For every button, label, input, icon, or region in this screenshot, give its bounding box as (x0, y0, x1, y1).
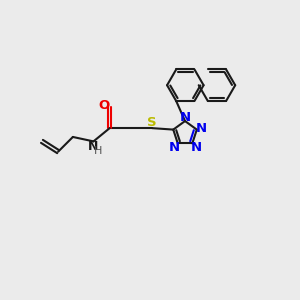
Text: N: N (168, 141, 179, 154)
Text: O: O (99, 99, 110, 112)
Text: S: S (147, 116, 157, 129)
Text: N: N (88, 140, 98, 153)
Text: H: H (94, 146, 102, 156)
Text: N: N (180, 111, 191, 124)
Text: N: N (196, 122, 207, 135)
Text: N: N (190, 141, 202, 154)
